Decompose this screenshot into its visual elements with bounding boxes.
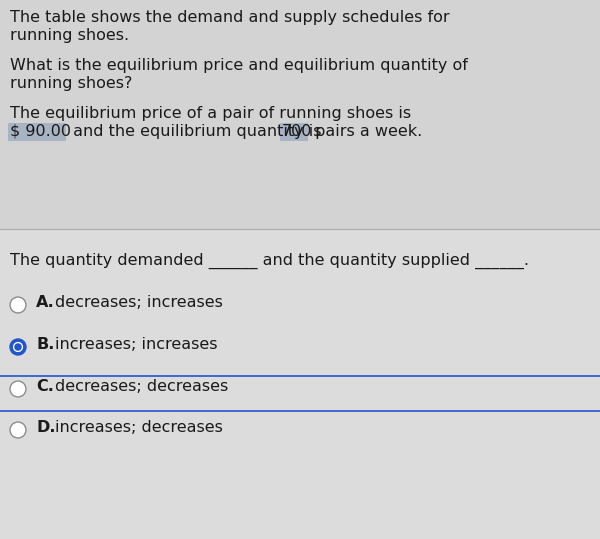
Text: The quantity demanded ______ and the quantity supplied ______.: The quantity demanded ______ and the qua… <box>10 253 529 269</box>
Text: A.: A. <box>36 295 55 310</box>
Text: decreases; decreases: decreases; decreases <box>55 379 228 394</box>
FancyBboxPatch shape <box>8 123 66 141</box>
Circle shape <box>10 297 26 313</box>
FancyBboxPatch shape <box>280 123 308 141</box>
FancyBboxPatch shape <box>0 229 600 539</box>
Text: and the equilibrium quantity is: and the equilibrium quantity is <box>68 124 326 139</box>
Text: running shoes?: running shoes? <box>10 76 133 91</box>
Text: What is the equilibrium price and equilibrium quantity of: What is the equilibrium price and equili… <box>10 58 468 73</box>
Text: pairs a week.: pairs a week. <box>310 124 422 139</box>
Circle shape <box>14 343 22 351</box>
Text: D.: D. <box>36 420 56 435</box>
Circle shape <box>10 381 26 397</box>
Text: increases; increases: increases; increases <box>55 337 218 352</box>
Text: running shoes.: running shoes. <box>10 28 129 43</box>
Circle shape <box>10 422 26 438</box>
Circle shape <box>10 339 26 355</box>
Circle shape <box>15 344 21 350</box>
Text: B.: B. <box>36 337 55 352</box>
Text: increases; decreases: increases; decreases <box>55 420 223 435</box>
Text: $ 90.00: $ 90.00 <box>10 124 71 139</box>
Text: The equilibrium price of a pair of running shoes is: The equilibrium price of a pair of runni… <box>10 106 411 121</box>
Text: The table shows the demand and supply schedules for: The table shows the demand and supply sc… <box>10 10 449 25</box>
Text: decreases; increases: decreases; increases <box>55 295 223 310</box>
Text: C.: C. <box>36 379 54 394</box>
Text: 700: 700 <box>282 124 313 139</box>
